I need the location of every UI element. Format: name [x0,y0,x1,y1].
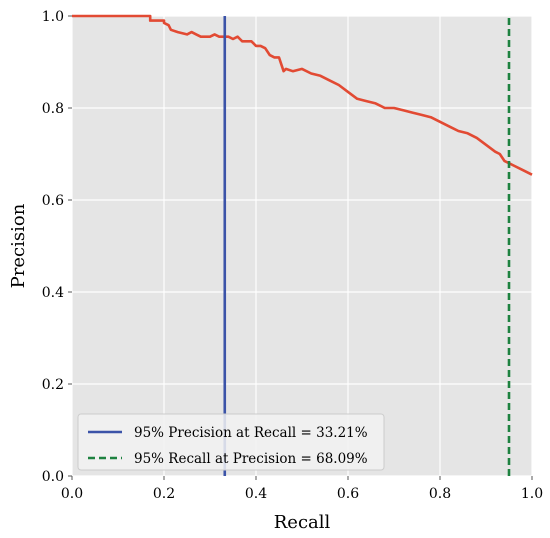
y-tick-label: 0.2 [42,377,64,393]
y-tick-label: 0.4 [42,285,64,301]
x-tick-label: 0.6 [337,486,359,502]
legend-box [77,413,385,471]
x-tick-label: 0.8 [429,486,451,502]
x-tick-label: 1.0 [521,486,543,502]
plot-area [72,16,532,476]
curves [72,14,533,476]
axis-ticks: 0.0 0.2 0.4 0.6 0.8 1.0 0.0 0.2 0.4 0.6 0.8 1.0 [42,9,543,502]
x-tick-label: 0.0 [61,486,83,502]
x-tick-label: 0.2 [153,486,175,502]
y-tick-label: 1.0 [42,9,64,25]
pr-curve-line [72,14,533,176]
x-tick-label: 0.4 [245,486,267,502]
legend-label: 95% Precision at Recall = 33.21% [134,425,368,441]
y-tick-label: 0.0 [42,469,64,485]
x-axis-label: Recall [274,512,331,533]
y-tick-label: 0.8 [42,101,64,117]
legend: 95% Precision at Recall = 33.21% 95% Reca… [77,413,385,471]
y-tick-label: 0.6 [42,193,64,209]
y-axis-label: Precision [8,203,29,288]
legend-label: 95% Recall at Precision = 68.09% [134,451,368,467]
